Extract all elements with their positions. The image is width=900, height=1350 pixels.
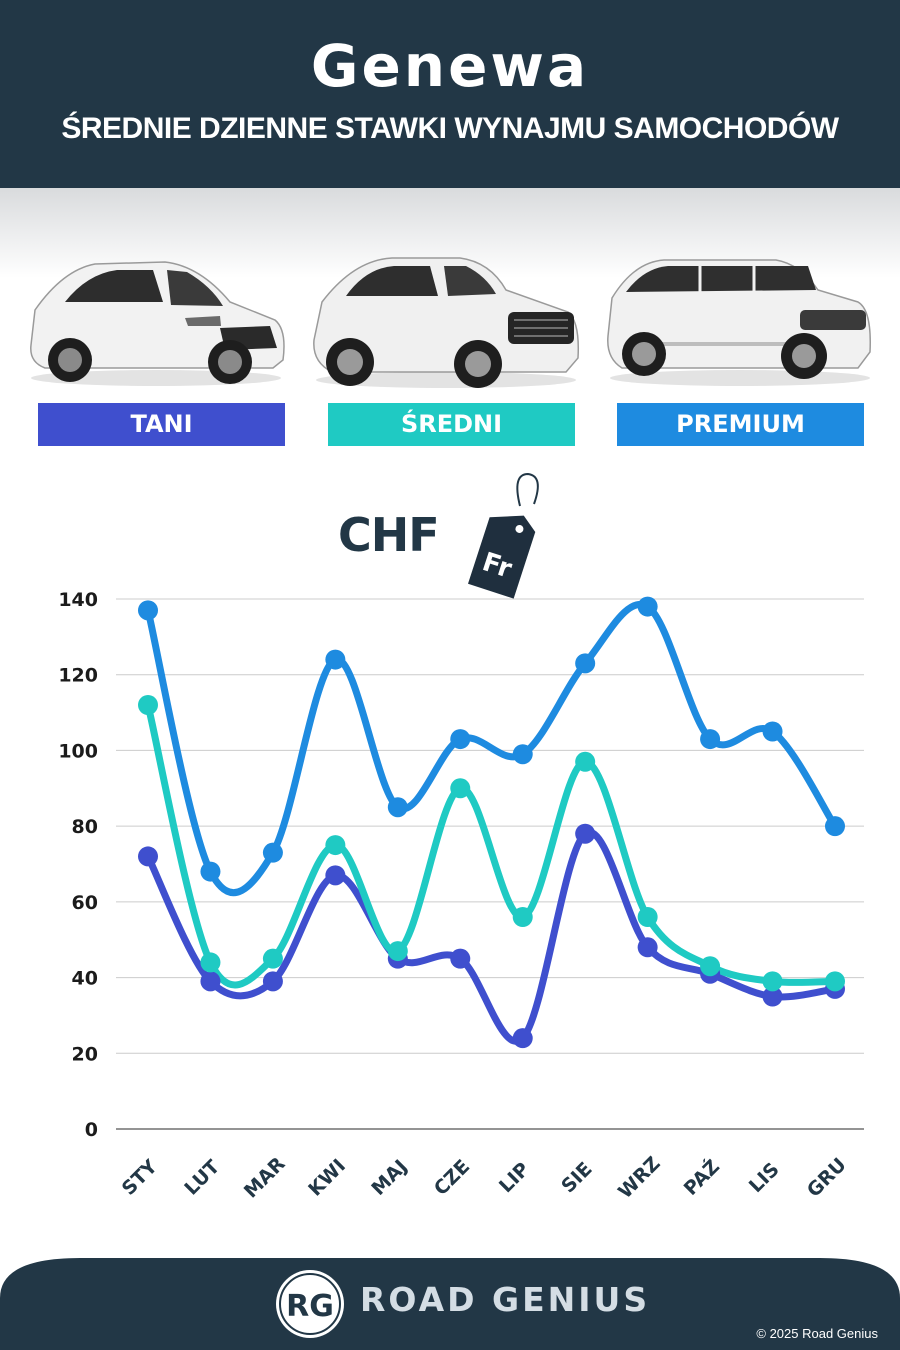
y-tick-label: 60 xyxy=(72,892,98,914)
x-tick-label: GRU xyxy=(803,1154,851,1202)
data-point xyxy=(637,907,658,927)
data-point xyxy=(450,729,471,750)
category-premium: PREMIUM xyxy=(617,403,864,446)
data-point xyxy=(450,778,471,799)
logo-icon xyxy=(276,1270,344,1338)
y-tick-label: 140 xyxy=(58,589,98,611)
x-tick-label: KWI xyxy=(304,1155,350,1201)
data-point xyxy=(200,861,221,882)
rental-rate-chart: 0 20 40 60 80 100 120 140 STY LUT MAR KWI MAJ CZE LIP… xyxy=(58,589,864,1203)
y-tick-label: 40 xyxy=(72,968,98,990)
midsize-suv-icon xyxy=(313,257,580,388)
data-point xyxy=(575,653,596,674)
data-point xyxy=(325,865,346,886)
category-sredni: ŚREDNI xyxy=(328,403,575,446)
data-point xyxy=(762,971,783,992)
page-subtitle: ŚREDNIE DZIENNE STAWKI WYNAJMU SAMOCHODÓ… xyxy=(61,112,839,145)
footer-band: RG xyxy=(0,1258,900,1350)
y-tick-label: 100 xyxy=(58,740,98,762)
data-point xyxy=(262,842,283,863)
x-tick-label: LUT xyxy=(180,1156,224,1200)
x-tick-label: SIE xyxy=(557,1158,596,1197)
premium-suv-icon xyxy=(607,259,871,386)
copyright: © 2025 Road Genius xyxy=(756,1326,878,1341)
data-point xyxy=(512,744,533,765)
page-title: Genewa xyxy=(310,32,590,100)
data-point xyxy=(637,937,658,958)
economy-car-icon xyxy=(30,261,285,386)
data-point xyxy=(200,952,221,973)
data-point xyxy=(825,816,845,837)
data-point xyxy=(387,941,408,962)
currency-label: CHF xyxy=(338,508,440,562)
data-point xyxy=(262,948,283,969)
data-point xyxy=(325,649,346,670)
x-tick-label: STY xyxy=(118,1156,162,1200)
price-tag-icon: Fr xyxy=(468,472,539,599)
data-point xyxy=(512,1028,533,1049)
data-point xyxy=(512,907,533,927)
y-tick-label: 120 xyxy=(58,665,98,687)
data-point xyxy=(700,729,721,750)
y-tick-label: 0 xyxy=(85,1119,98,1141)
y-tick-label: 80 xyxy=(72,816,98,838)
data-point xyxy=(700,956,721,977)
x-tick-label: WRZ xyxy=(614,1153,664,1203)
x-tick-label: CZE xyxy=(430,1156,474,1200)
data-point xyxy=(387,797,408,818)
data-point xyxy=(262,971,283,992)
data-point xyxy=(325,835,346,856)
x-tick-label: MAJ xyxy=(367,1156,411,1200)
data-point xyxy=(138,846,158,867)
data-point xyxy=(138,695,158,715)
data-point xyxy=(575,823,596,844)
data-point xyxy=(200,971,221,992)
x-tick-label: LIP xyxy=(495,1158,534,1197)
x-tick-label: PAŹ xyxy=(679,1155,724,1200)
data-point xyxy=(138,600,158,621)
y-tick-label: 20 xyxy=(72,1043,98,1065)
data-point xyxy=(450,948,471,969)
x-tick-label: LIS xyxy=(745,1158,784,1197)
logo-text: RG xyxy=(286,1289,334,1324)
data-point xyxy=(825,971,845,992)
data-point xyxy=(637,596,658,617)
header: Genewa ŚREDNIE DZIENNE STAWKI WYNAJMU SA… xyxy=(0,0,900,188)
x-tick-label: MAR xyxy=(240,1153,290,1203)
data-point xyxy=(575,751,596,772)
category-tani: TANI xyxy=(38,403,285,446)
brand-name: ROAD GENIUS xyxy=(360,1280,651,1319)
data-point xyxy=(762,986,783,1007)
data-point xyxy=(762,721,783,742)
